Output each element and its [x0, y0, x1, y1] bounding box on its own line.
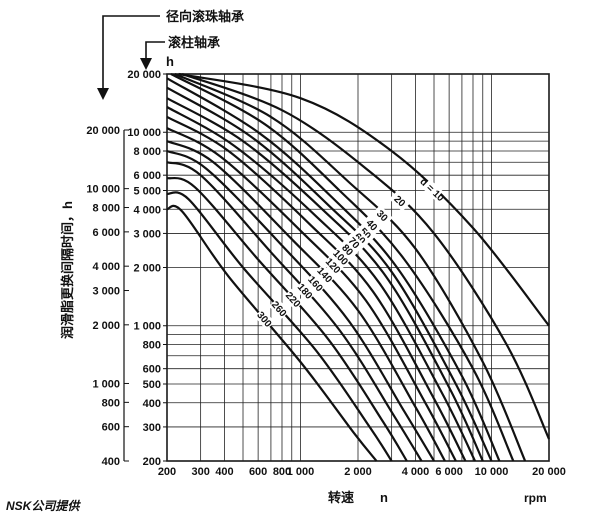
- x-axis-title: 转速: [328, 490, 354, 505]
- series-label-bg: [322, 254, 344, 277]
- radial-bearing-arrowhead: [97, 88, 109, 100]
- roller-y-tick-label: 4 000: [133, 204, 161, 216]
- series-label-bg: [421, 178, 443, 201]
- roller-y-tick-label: 400: [143, 398, 161, 410]
- y-unit-label: h: [166, 54, 174, 69]
- y-axis-title: 润滑脂更换间隔时间，h: [60, 201, 75, 339]
- series-label-bg: [361, 214, 383, 236]
- series-label-bg: [337, 239, 359, 261]
- radial-y-tick-label: 8 000: [92, 203, 120, 215]
- radial-y-tick-label: 1 000: [92, 378, 120, 390]
- chart-grid: [166, 73, 550, 462]
- roller-y-tick-label: 300: [143, 422, 161, 434]
- x-tick-label: 300: [191, 466, 209, 478]
- radial-bearing-label: 径向滚珠轴承: [166, 9, 244, 24]
- roller-y-tick-label: 500: [143, 379, 161, 391]
- roller-bearing-arrow: [145, 41, 165, 60]
- x-tick-label: 6 000: [435, 466, 463, 478]
- radial-y-tick-label: 400: [102, 456, 120, 468]
- roller-y-tick-label: 600: [143, 364, 161, 376]
- radial-y-tick-label: 3 000: [92, 286, 120, 298]
- arrow-annotations: 径向滚珠轴承 滚柱轴承: [97, 9, 244, 100]
- series-label-bg: [294, 280, 316, 302]
- roller-y-tick-label: 10 000: [127, 127, 161, 139]
- roller-y-tick-label: 800: [143, 340, 161, 352]
- roller-y-tick-label: 1 000: [133, 321, 161, 333]
- x-tick-label: 1 000: [287, 466, 315, 478]
- radial-y-tick-label: 800: [102, 397, 120, 409]
- radial-y-tick-label: 6 000: [92, 227, 120, 239]
- series-label-bg: [389, 190, 411, 212]
- roller-y-tick-label: 8 000: [133, 146, 161, 158]
- roller-y-tick-label: 5 000: [133, 185, 161, 197]
- chart-tick-labels: 20 000 10 000 8 000 6 000 5 000 4 000 3 000 2 0…: [86, 69, 565, 478]
- roller-y-tick-label: 3 000: [133, 228, 161, 240]
- x-tick-label: 20 000: [532, 466, 566, 478]
- series-label-bg: [314, 264, 336, 286]
- roller-y-tick-label: 200: [143, 456, 161, 468]
- series-label-bg: [268, 298, 290, 320]
- chart-axes: [123, 73, 167, 462]
- x-tick-label: 4 000: [402, 466, 430, 478]
- series-label-bg: [371, 204, 393, 227]
- radial-y-tick-label: 10 000: [86, 184, 120, 196]
- radial-y-tick-label: 600: [102, 422, 120, 434]
- series-label-bg: [349, 227, 371, 250]
- x-tick-label: 10 000: [475, 466, 509, 478]
- x-tick-label: 200: [158, 466, 176, 478]
- roller-y-tick-label: 6 000: [133, 170, 161, 182]
- x-tick-label: 800: [273, 466, 291, 478]
- radial-bearing-arrow: [102, 15, 160, 92]
- series-line-d-180: [166, 161, 423, 462]
- source-credit: NSK公司提供: [6, 499, 81, 513]
- series-label-bg: [330, 246, 352, 268]
- roller-y-tick-label: 20 000: [127, 69, 161, 81]
- roller-bearing-label: 滚柱轴承: [168, 35, 220, 50]
- series-label-bg: [254, 308, 275, 330]
- series-label-bg: [282, 288, 304, 311]
- series-label-bg: [305, 272, 327, 295]
- chart-curve-labels: d = 102030405060708010012014016018022026…: [254, 176, 446, 330]
- radial-y-tick-label: 20 000: [86, 125, 120, 137]
- radial-y-tick-label: 2 000: [92, 320, 120, 332]
- series-label-bg: [355, 222, 377, 245]
- roller-y-tick-label: 2 000: [133, 263, 161, 275]
- x-axis-unit: rpm: [524, 491, 547, 505]
- x-axis-symbol: n: [380, 490, 388, 505]
- series-line-d-10: [178, 72, 550, 327]
- x-tick-label: 2 000: [344, 466, 372, 478]
- x-tick-label: 600: [249, 466, 267, 478]
- radial-y-tick-label: 4 000: [92, 261, 120, 273]
- x-tick-label: 400: [215, 466, 233, 478]
- roller-bearing-arrowhead: [140, 58, 152, 70]
- series-label-bg: [343, 232, 365, 254]
